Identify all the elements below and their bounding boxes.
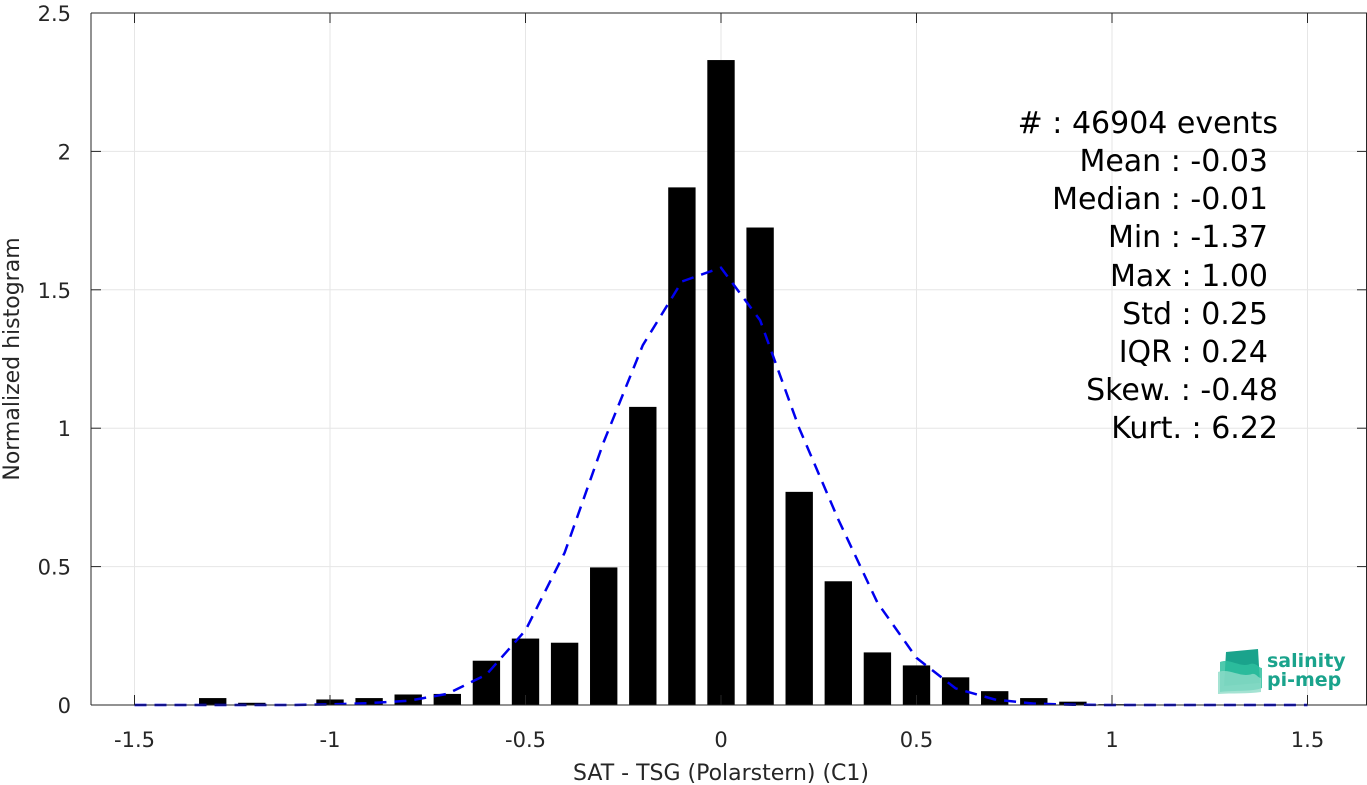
x-tick-label-4: 0.5 xyxy=(900,728,933,752)
histogram-bar-6 xyxy=(394,694,422,705)
stats-median: Median : -0.01 xyxy=(1052,182,1268,217)
stats-skew: Skew. : -0.48 xyxy=(1086,373,1278,408)
histogram-bar-1 xyxy=(199,698,227,705)
stats-std: Std : 0.25 xyxy=(1122,297,1268,332)
stats-kurt: Kurt. : 6.22 xyxy=(1111,411,1278,446)
histogram-bar-12 xyxy=(629,406,657,705)
x-tick-labels: -1.5 -1 -0.5 0 0.5 1 1.5 xyxy=(114,728,1324,752)
histogram-bar-22 xyxy=(1020,698,1048,705)
y-tick-label-3: 1.5 xyxy=(38,279,71,303)
x-tick-label-0: -1.5 xyxy=(114,728,155,752)
x-tick-label-2: -0.5 xyxy=(505,728,546,752)
stats-iqr: IQR : 0.24 xyxy=(1119,335,1268,370)
logo-line2: pi-mep xyxy=(1267,669,1341,691)
y-tick-labels: 0 0.5 1 1.5 2 2.5 xyxy=(38,2,71,718)
stats-mean: Mean : -0.03 xyxy=(1079,144,1268,179)
stats-min: Min : -1.37 xyxy=(1108,220,1268,255)
histogram-bar-21 xyxy=(981,691,1009,705)
salinity-pi-mep-logo: salinity pi-mep xyxy=(1218,649,1346,694)
histogram-bar-15 xyxy=(746,227,774,705)
y-tick-label-4: 2 xyxy=(58,140,71,164)
histogram-bar-20 xyxy=(941,677,970,705)
y-axis-title: Normalized histogram xyxy=(0,237,25,480)
histogram-bars xyxy=(199,60,1126,705)
histogram-bar-8 xyxy=(472,660,501,705)
x-tick-label-1: -1 xyxy=(320,728,341,752)
histogram-bar-11 xyxy=(590,567,618,705)
histogram-bar-17 xyxy=(824,581,852,705)
y-tick-label-0: 0 xyxy=(58,694,71,718)
histogram-bar-13 xyxy=(668,187,696,705)
histogram-bar-23 xyxy=(1059,701,1087,705)
histogram-bar-9 xyxy=(511,638,540,705)
stats-events: # : 46904 events xyxy=(1018,106,1278,141)
histogram-bar-16 xyxy=(785,491,813,705)
histogram-bar-18 xyxy=(863,652,892,705)
stats-box: # : 46904 events Mean : -0.03 Median : -… xyxy=(1018,106,1278,446)
x-tick-label-3: 0 xyxy=(714,728,727,752)
y-tick-label-5: 2.5 xyxy=(38,2,71,26)
logo-line1: salinity xyxy=(1267,650,1346,672)
y-tick-label-2: 1 xyxy=(58,417,71,441)
x-tick-label-5: 1 xyxy=(1105,728,1118,752)
histogram-bar-5 xyxy=(355,698,383,705)
histogram-bar-2 xyxy=(238,702,266,705)
x-tick-label-6: 1.5 xyxy=(1291,728,1324,752)
x-axis-title: SAT - TSG (Polarstern) (C1) xyxy=(573,761,869,785)
histogram-bar-7 xyxy=(433,693,461,705)
histogram-bar-14 xyxy=(707,60,735,705)
histogram-bar-10 xyxy=(550,642,579,705)
wave-logo-icon xyxy=(1218,649,1262,694)
stats-max: Max : 1.00 xyxy=(1110,259,1268,294)
y-tick-label-1: 0.5 xyxy=(38,556,71,580)
